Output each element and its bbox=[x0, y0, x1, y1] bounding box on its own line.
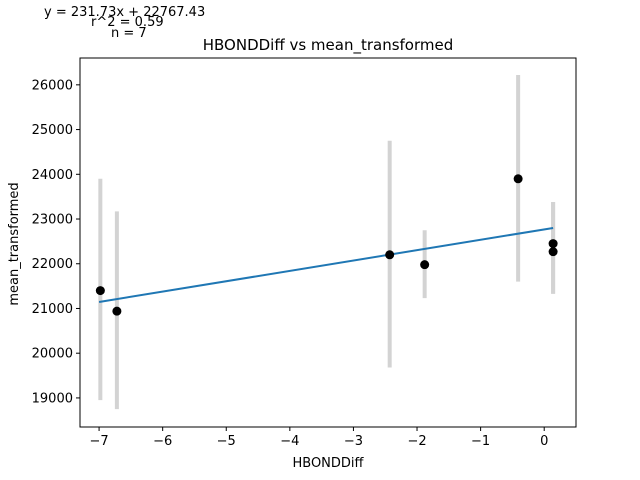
x-tick-label: −3 bbox=[344, 434, 363, 449]
y-tick-label: 26000 bbox=[32, 78, 73, 93]
data-point bbox=[385, 250, 395, 260]
data-point bbox=[513, 174, 523, 184]
data-point bbox=[95, 286, 105, 296]
data-point bbox=[420, 260, 430, 270]
y-tick-label: 20000 bbox=[32, 347, 73, 362]
y-tick-label: 24000 bbox=[32, 168, 73, 183]
y-tick-label: 21000 bbox=[32, 302, 73, 317]
plot-frame bbox=[79, 57, 577, 428]
x-tick-label: −6 bbox=[153, 434, 172, 449]
y-tick-label: 23000 bbox=[32, 213, 73, 228]
y-axis-label: mean_transformed bbox=[7, 182, 22, 305]
x-tick-label: −5 bbox=[217, 434, 236, 449]
sample-size-annotation: n = 7 bbox=[111, 26, 147, 41]
x-tick-label: −4 bbox=[280, 434, 299, 449]
equation-annotation: y = 231.73x + 22767.43 bbox=[44, 5, 206, 20]
y-tick-label: 19000 bbox=[32, 391, 73, 406]
chart-title: HBONDDiff vs mean_transformed bbox=[203, 36, 454, 55]
x-tick-label: −2 bbox=[407, 434, 426, 449]
y-tick-label: 25000 bbox=[32, 123, 73, 138]
r-squared-annotation: r^2 = 0.59 bbox=[91, 15, 164, 30]
data-point bbox=[548, 247, 558, 257]
x-tick-label: 0 bbox=[540, 434, 548, 449]
data-point bbox=[548, 239, 558, 249]
data-point bbox=[112, 306, 122, 316]
regression-line bbox=[98, 226, 554, 303]
x-axis-label: HBONDDiff bbox=[292, 456, 364, 471]
y-tick-label: 22000 bbox=[32, 257, 73, 272]
x-tick-label: −1 bbox=[471, 434, 490, 449]
x-tick-label: −7 bbox=[89, 434, 108, 449]
